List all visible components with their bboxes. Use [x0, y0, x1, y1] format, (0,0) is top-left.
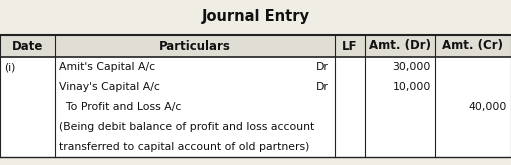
Text: To Profit and Loss A/c: To Profit and Loss A/c: [59, 102, 181, 112]
Text: Dr: Dr: [316, 62, 329, 72]
Text: LF: LF: [342, 39, 358, 52]
Text: (i): (i): [4, 62, 15, 72]
Text: 30,000: 30,000: [392, 62, 431, 72]
Text: Journal Entry: Journal Entry: [201, 9, 310, 23]
Text: Amt. (Cr): Amt. (Cr): [443, 39, 503, 52]
Bar: [0, 35, 511, 157]
Text: 10,000: 10,000: [392, 82, 431, 92]
Bar: [0, 35, 511, 57]
Text: Vinay's Capital A/c: Vinay's Capital A/c: [59, 82, 160, 92]
Text: transferred to capital account of old partners): transferred to capital account of old pa…: [59, 142, 309, 152]
Text: Dr: Dr: [316, 82, 329, 92]
Text: (Being debit balance of profit and loss account: (Being debit balance of profit and loss …: [59, 122, 314, 132]
Text: Amit's Capital A/c: Amit's Capital A/c: [59, 62, 155, 72]
Text: 40,000: 40,000: [469, 102, 507, 112]
Text: Date: Date: [12, 39, 43, 52]
Text: Amt. (Dr): Amt. (Dr): [369, 39, 431, 52]
Text: Particulars: Particulars: [159, 39, 231, 52]
